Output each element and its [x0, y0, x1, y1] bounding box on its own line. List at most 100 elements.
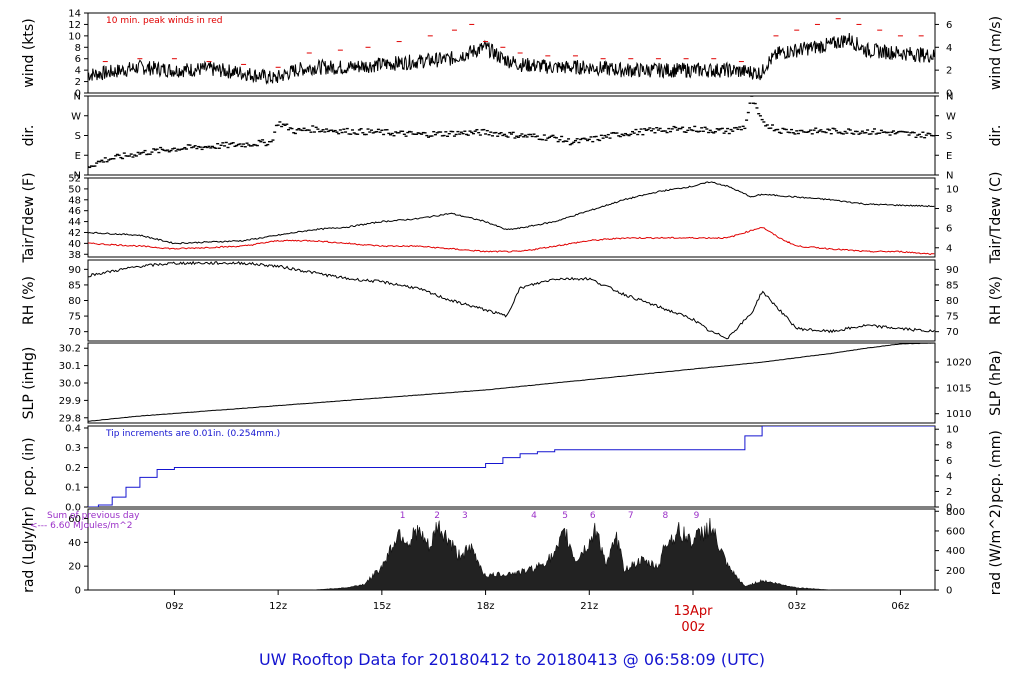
- right-tick-label: 6: [946, 456, 952, 467]
- right-tick-label: 10: [946, 184, 959, 195]
- direction-point: [765, 124, 769, 126]
- date-label: 13Apr: [673, 604, 713, 619]
- direction-point: [669, 130, 673, 133]
- direction-point: [732, 127, 736, 129]
- direction-point: [629, 133, 633, 136]
- direction-point: [805, 131, 809, 134]
- left-tick-label: S: [75, 131, 81, 142]
- direction-point: [622, 134, 626, 137]
- y-label-left: dir.: [21, 125, 37, 147]
- direction-point: [694, 130, 698, 133]
- direction-point: [786, 131, 790, 133]
- direction-point: [287, 128, 291, 131]
- direction-point: [463, 130, 467, 132]
- direction-point: [433, 133, 437, 136]
- direction-point: [477, 131, 481, 134]
- direction-point: [914, 136, 918, 139]
- direction-point: [292, 132, 296, 134]
- direction-point: [418, 132, 422, 135]
- direction-point: [155, 148, 159, 150]
- direction-point: [720, 127, 724, 130]
- direction-point: [656, 129, 660, 131]
- direction-point: [905, 131, 909, 133]
- direction-point: [592, 136, 596, 138]
- direction-point: [708, 129, 712, 132]
- direction-point: [497, 132, 501, 135]
- direction-point: [153, 149, 157, 151]
- direction-point: [738, 126, 742, 128]
- direction-point: [672, 125, 676, 128]
- direction-point: [862, 132, 866, 134]
- direction-point: [779, 132, 783, 134]
- direction-point: [181, 148, 185, 150]
- direction-point: [268, 140, 271, 143]
- direction-point: [254, 144, 258, 146]
- direction-point: [179, 148, 183, 150]
- direction-point: [648, 127, 652, 129]
- direction-point: [796, 132, 800, 135]
- direction-point: [783, 128, 787, 130]
- direction-point: [226, 146, 230, 149]
- direction-point: [767, 127, 771, 130]
- left-tick-label: 75: [68, 312, 81, 323]
- direction-point: [108, 158, 112, 160]
- direction-point: [598, 139, 602, 142]
- direction-point: [620, 133, 624, 136]
- left-tick-label: 29.9: [59, 396, 81, 407]
- right-tick-label: 800: [946, 507, 965, 518]
- direction-point: [89, 165, 93, 167]
- direction-point: [112, 158, 116, 160]
- right-tick-label: N: [946, 171, 953, 182]
- direction-point: [741, 125, 745, 128]
- direction-point: [164, 149, 168, 152]
- direction-point: [653, 132, 657, 134]
- direction-point: [319, 130, 323, 133]
- direction-point: [869, 133, 873, 135]
- plot-area: [88, 18, 935, 85]
- direction-point: [167, 151, 171, 153]
- direction-point: [470, 131, 474, 134]
- direction-point: [800, 129, 804, 132]
- direction-point: [729, 128, 733, 131]
- direction-point: [114, 155, 118, 157]
- direction-point: [361, 132, 365, 134]
- direction-point: [907, 134, 911, 136]
- direction-point: [105, 160, 109, 163]
- direction-point: [601, 137, 605, 139]
- direction-point: [758, 115, 762, 117]
- radiation-marker: 7: [628, 511, 634, 521]
- direction-point: [299, 129, 303, 131]
- direction-point: [356, 133, 360, 135]
- direction-point: [591, 140, 595, 143]
- left-tick-label: 20: [68, 562, 81, 573]
- direction-point: [454, 133, 458, 136]
- left-tick-label: 10: [68, 31, 81, 42]
- direction-point: [216, 142, 220, 145]
- direction-point: [688, 127, 692, 129]
- right-tick-label: 8: [946, 204, 952, 215]
- direction-point: [812, 129, 816, 131]
- direction-point: [567, 138, 571, 140]
- direction-point: [548, 136, 552, 139]
- direction-point: [541, 138, 545, 141]
- direction-point: [236, 143, 240, 146]
- direction-point: [931, 135, 935, 137]
- direction-point: [515, 135, 519, 137]
- right-tick-label: 2: [946, 487, 952, 498]
- radiation-marker: 5: [562, 511, 568, 521]
- direction-point: [579, 138, 583, 141]
- direction-point: [366, 128, 370, 130]
- direction-point: [874, 133, 878, 135]
- direction-point: [191, 146, 195, 148]
- direction-point: [774, 128, 778, 131]
- direction-point: [131, 156, 135, 158]
- left-tick-label: W: [71, 111, 81, 122]
- direction-point: [432, 130, 436, 133]
- direction-point: [224, 141, 228, 144]
- direction-point: [435, 132, 439, 134]
- direction-point: [252, 143, 256, 146]
- direction-point: [617, 135, 621, 137]
- direction-point: [262, 141, 266, 144]
- direction-point: [350, 129, 354, 131]
- direction-point: [245, 142, 249, 144]
